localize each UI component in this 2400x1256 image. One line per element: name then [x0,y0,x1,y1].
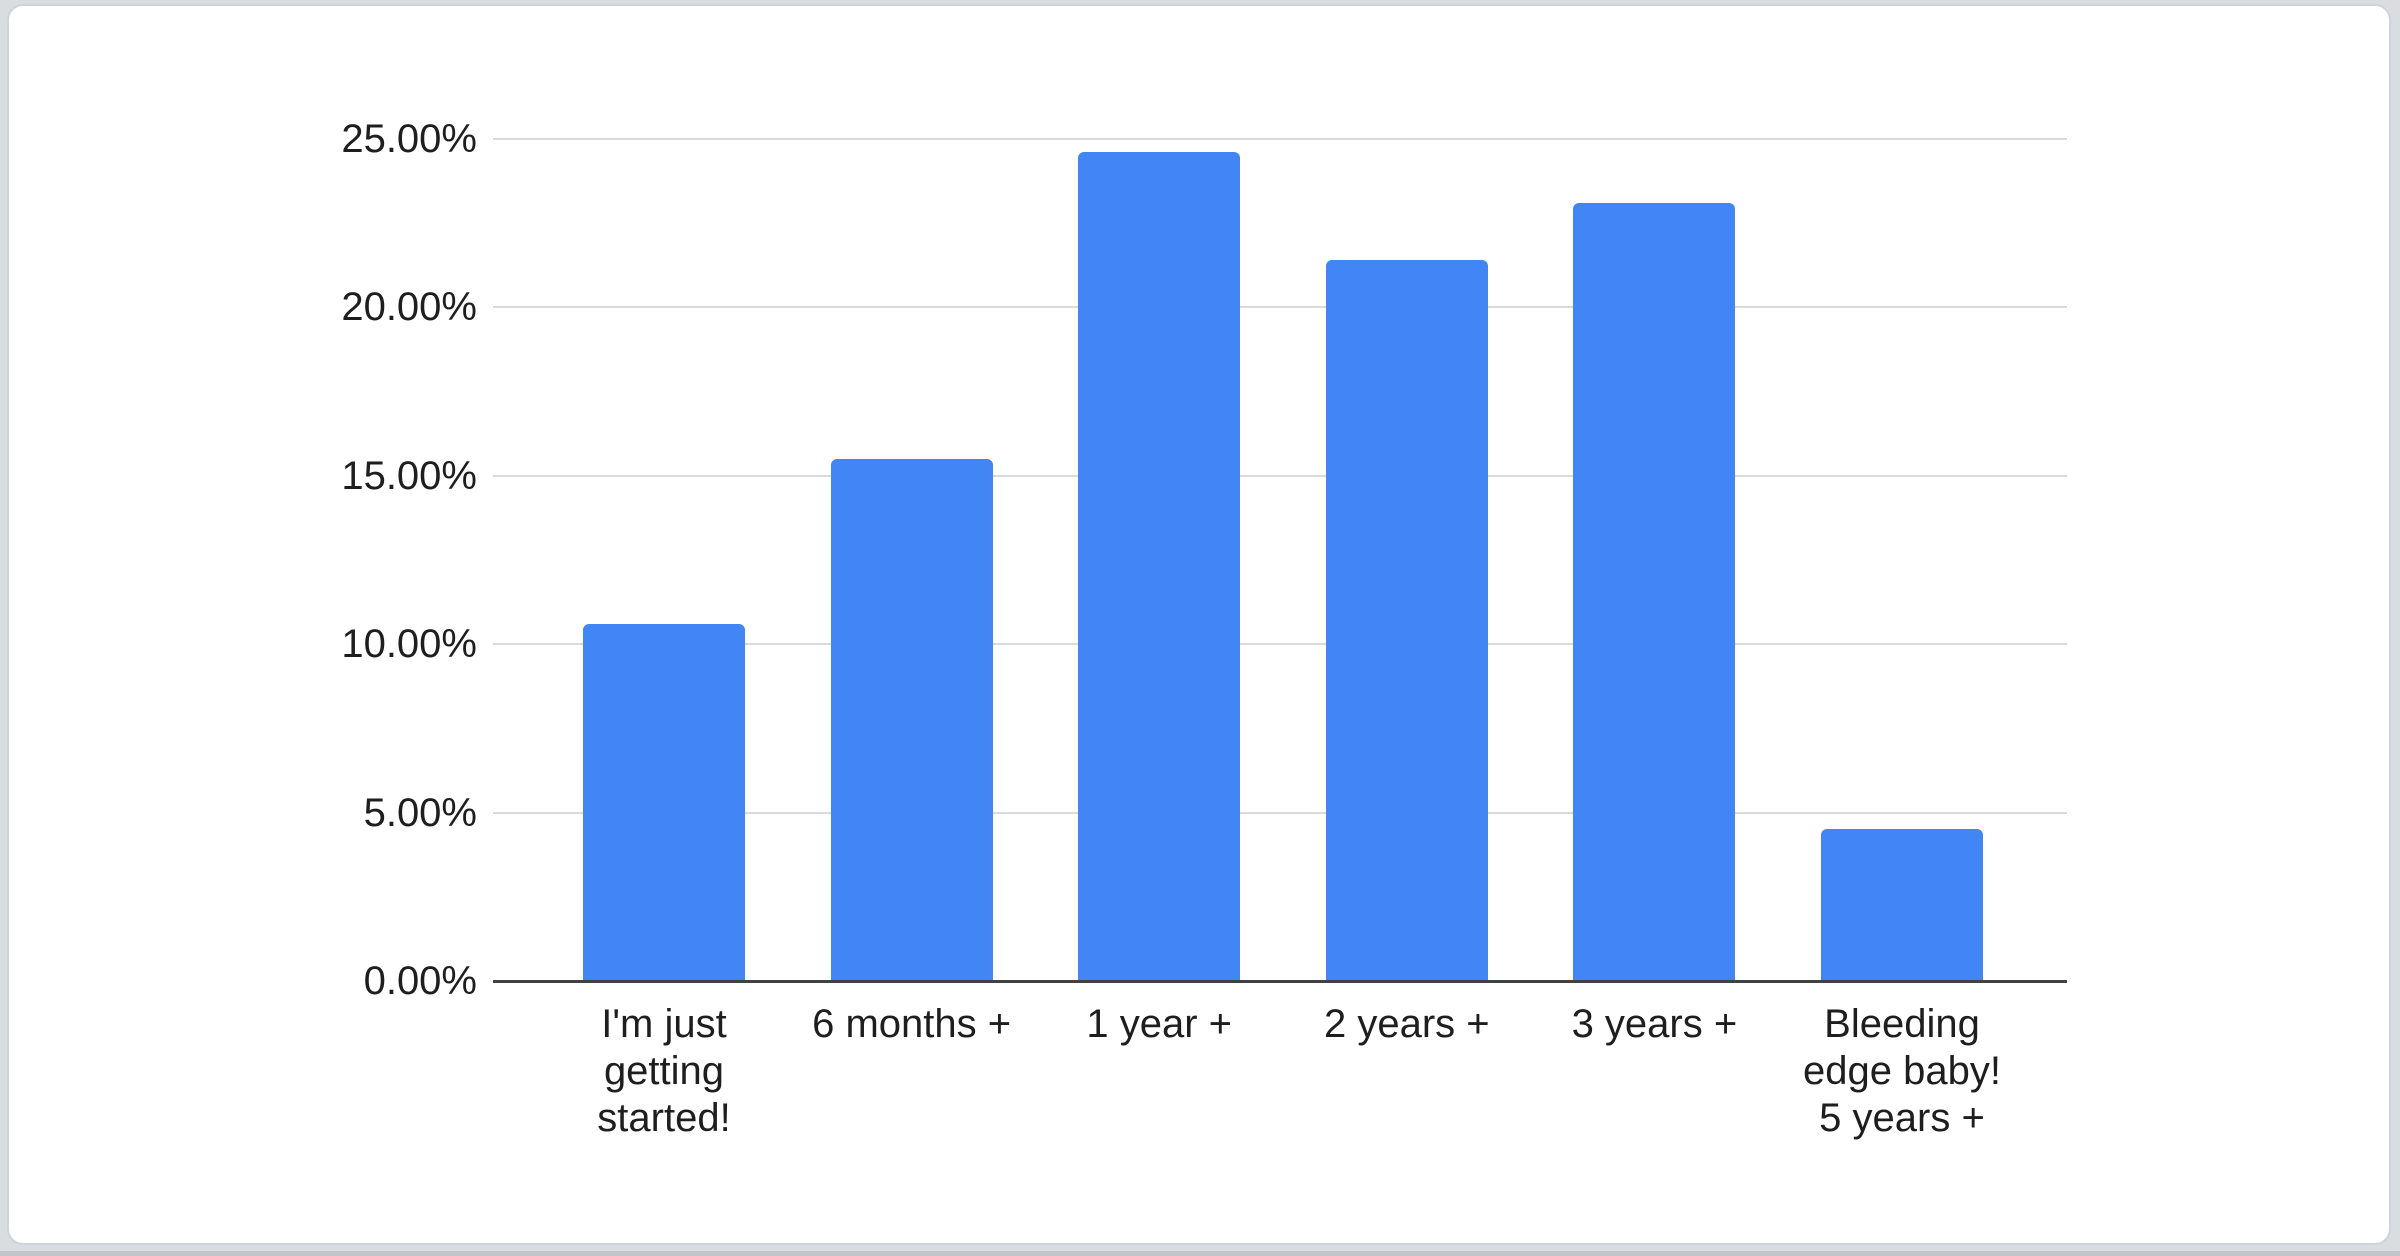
gridline-15pct [493,474,2067,477]
x-axis-category-label: I'm just getting started! [597,1002,731,1140]
bar-4 [1325,259,1488,981]
window-bottom-edge [0,1251,2400,1256]
bar-1 [583,623,745,981]
x-axis-category-label: 3 years + [1571,1002,1738,1046]
x-axis-category-label: 1 year + [1086,1002,1233,1046]
x-axis-category-label: 6 months + [812,1002,1012,1046]
x-axis-category-label: 2 years + [1323,1002,1490,1046]
gridline-20pct [493,306,2067,308]
bar-2 [830,458,993,981]
y-axis-tick-label: 15.00% [341,453,477,498]
y-axis-tick-label: 25.00% [341,116,477,161]
gridline-10pct [493,643,2067,645]
x-axis-line [493,979,2067,983]
y-axis-tick-label: 20.00% [341,285,477,329]
gridline-5pct [493,811,2067,814]
y-axis-tick-label: 0.00% [363,959,477,1003]
x-axis-category-label: Bleeding edge baby! 5 years + [1803,1002,2001,1140]
bar-3 [1078,151,1241,981]
y-axis-tick-label: 10.00% [341,622,477,666]
bar-6 [1821,829,1983,981]
bar-5 [1573,202,1736,981]
y-axis-tick-label: 5.00% [363,790,477,835]
gridline-25pct [493,137,2067,140]
